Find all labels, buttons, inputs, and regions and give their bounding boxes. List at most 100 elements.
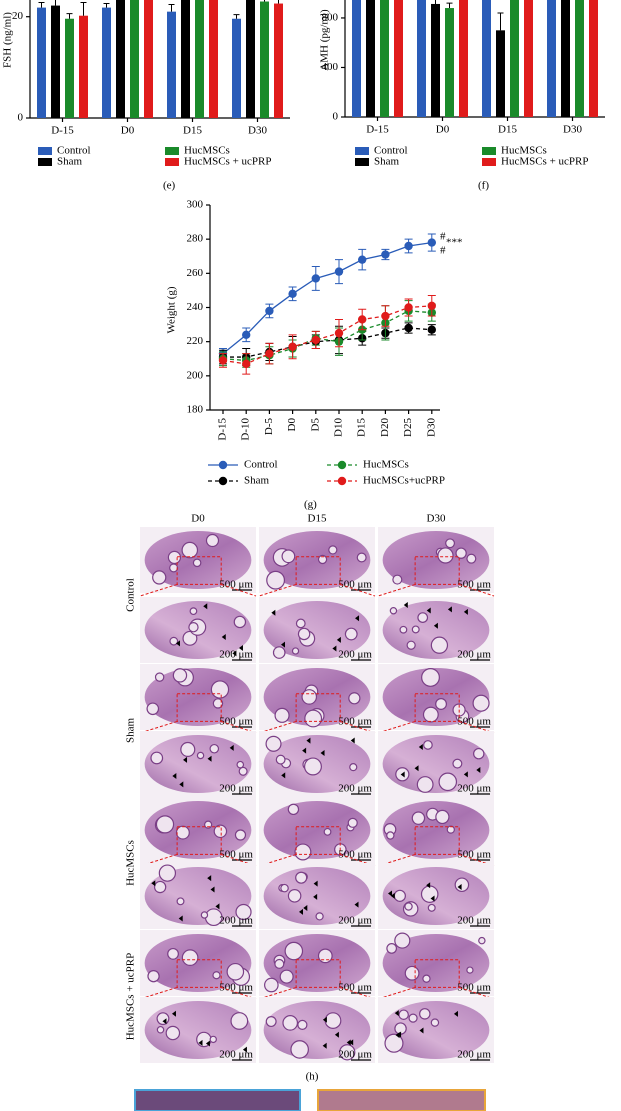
follicle	[212, 971, 221, 980]
scale-bar-label: 500 μm	[219, 982, 253, 994]
arrowhead	[205, 1040, 210, 1047]
scale-bar-label: 500 μm	[219, 579, 253, 591]
follicle	[297, 627, 311, 641]
follicle	[156, 1025, 165, 1034]
zoom-box	[176, 556, 222, 585]
arrowhead	[463, 608, 468, 615]
arrowhead	[183, 756, 188, 763]
line	[222, 305, 432, 365]
bar	[102, 7, 111, 119]
follicle	[438, 772, 458, 792]
error-bar	[80, 2, 87, 16]
arrowhead	[313, 880, 318, 887]
bar	[445, 8, 454, 117]
panel-label: (f)	[478, 180, 489, 192]
histology-image: 200 μm	[140, 597, 256, 663]
histology-image: 200 μm	[259, 997, 375, 1063]
arrowhead	[229, 744, 234, 751]
bar	[232, 18, 241, 118]
error-bar	[55, 0, 56, 6]
arrowhead	[430, 895, 435, 902]
follicle	[192, 558, 202, 568]
annotation: #	[440, 245, 446, 257]
x-tick-label: D-15	[366, 124, 389, 136]
scale-bar-label: 500 μm	[338, 579, 372, 591]
follicle	[386, 831, 395, 840]
bar	[65, 18, 74, 118]
follicle	[317, 554, 328, 565]
bar	[380, 0, 389, 118]
follicle	[454, 877, 470, 893]
bar	[510, 0, 519, 118]
bar	[37, 7, 46, 119]
follicle	[344, 627, 358, 641]
bar	[130, 0, 139, 118]
follicle	[264, 977, 279, 993]
zoom-box	[414, 826, 460, 855]
tissue	[144, 800, 252, 860]
follicle	[265, 735, 282, 752]
follicle	[294, 843, 312, 861]
histology-image: 200 μm	[259, 863, 375, 929]
point	[404, 303, 413, 312]
bar	[195, 0, 204, 118]
follicle	[416, 776, 434, 793]
follicle	[445, 538, 456, 549]
zoom-box	[414, 693, 460, 722]
follicle	[287, 889, 302, 903]
follicle	[265, 1016, 277, 1028]
bar	[561, 0, 570, 118]
arrowhead	[207, 875, 212, 882]
legend-label: HucMSCs + ucPRP	[184, 156, 272, 168]
scale-bar-label: 500 μm	[338, 849, 372, 861]
bar	[181, 0, 190, 118]
bar	[51, 5, 60, 118]
bar	[459, 0, 468, 118]
follicle	[212, 698, 224, 709]
arrowhead	[175, 640, 180, 647]
y-tick-label: 800	[322, 11, 339, 23]
follicle	[165, 1025, 181, 1041]
y-tick-label: 180	[187, 404, 204, 416]
arrowhead	[355, 615, 360, 622]
arrowhead	[426, 882, 431, 889]
follicle	[176, 897, 185, 906]
follicle	[435, 809, 450, 825]
legend-label: Control	[374, 145, 408, 157]
arrowhead	[388, 890, 393, 897]
follicle	[275, 754, 286, 765]
follicle	[167, 947, 179, 960]
follicle	[287, 803, 300, 816]
follicle	[348, 692, 361, 705]
follicle	[284, 941, 304, 961]
zoom-line	[139, 583, 257, 597]
follicle	[466, 966, 474, 974]
arrowhead	[210, 886, 215, 893]
tissue	[382, 734, 490, 794]
legend-label: HucMSCs + ucPRP	[501, 156, 589, 168]
point	[311, 335, 320, 345]
histology-image: 500 μm	[139, 664, 257, 734]
arrowhead	[306, 737, 311, 744]
follicle	[281, 549, 296, 564]
point	[334, 328, 344, 338]
error-bar	[264, 0, 265, 2]
x-tick-label: D0	[436, 124, 450, 136]
follicle	[398, 1009, 409, 1020]
follicle	[394, 932, 411, 949]
legend-label: Sham	[244, 475, 270, 487]
point	[242, 359, 251, 369]
follicle	[213, 824, 228, 839]
follicle	[411, 811, 426, 825]
follicle	[152, 570, 167, 585]
arrowhead	[171, 1010, 176, 1017]
scale-bar-label: 500 μm	[457, 579, 491, 591]
follicle	[323, 827, 332, 836]
histology-image: 200 μm	[378, 863, 494, 929]
tissue	[382, 800, 490, 860]
arrowhead	[172, 772, 177, 779]
bar	[482, 0, 491, 118]
follicle	[147, 969, 160, 983]
follicle	[411, 625, 420, 634]
tissue	[263, 530, 371, 590]
